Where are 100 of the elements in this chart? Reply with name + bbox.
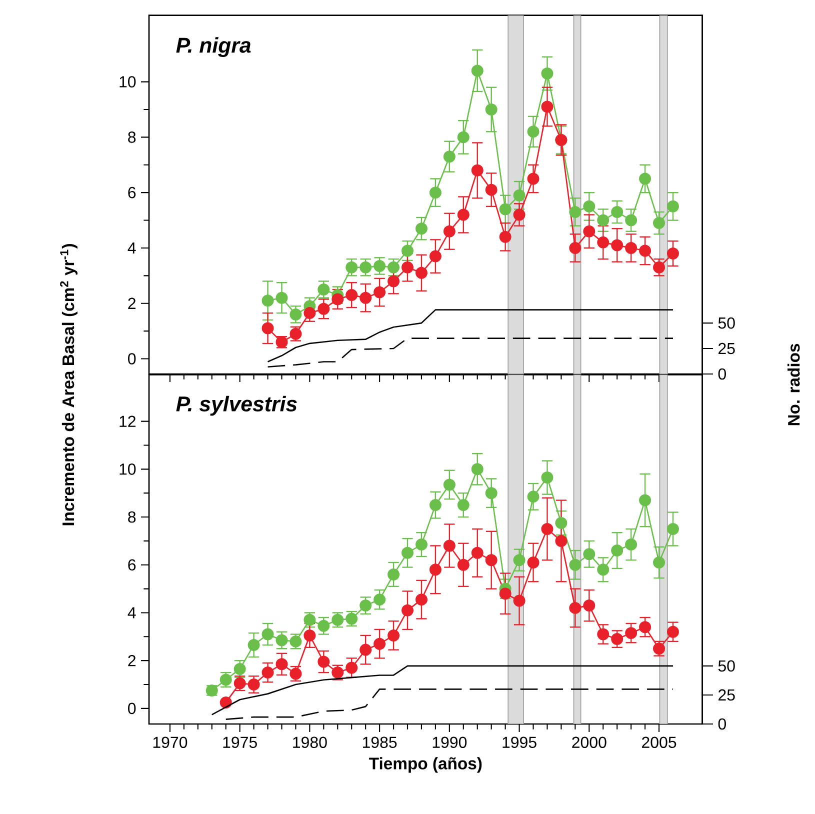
point — [639, 244, 652, 257]
point — [541, 67, 554, 80]
y-tick-label: 0 — [128, 353, 136, 364]
y-tick-label: 10 — [120, 76, 136, 88]
point — [276, 292, 288, 304]
point — [374, 260, 386, 272]
point — [583, 225, 596, 238]
y-tick-label: 10 — [120, 464, 136, 475]
point — [360, 644, 372, 656]
point — [374, 638, 386, 650]
point — [639, 172, 652, 185]
point — [304, 307, 316, 320]
point — [597, 564, 610, 576]
y2-tick-label: 50 — [718, 317, 735, 329]
point — [597, 628, 610, 640]
point — [276, 634, 288, 646]
point — [583, 600, 596, 612]
x-tick-label: 1970 — [153, 736, 188, 748]
point — [401, 604, 414, 616]
point — [262, 322, 274, 334]
point — [429, 250, 442, 262]
point — [248, 678, 260, 691]
point — [653, 261, 666, 274]
point — [276, 658, 288, 670]
text: P. sylvestris — [176, 396, 297, 416]
y2-tick-label: 0 — [718, 718, 726, 730]
x-tick-label: 2000 — [572, 736, 606, 748]
point — [541, 522, 554, 535]
x-tick-label: 1980 — [293, 736, 327, 748]
y-tick-label: 12 — [120, 416, 136, 427]
point — [666, 522, 679, 535]
point — [304, 629, 316, 642]
point — [220, 696, 232, 708]
point — [388, 261, 400, 274]
point — [388, 629, 400, 642]
point — [360, 261, 372, 274]
point — [583, 200, 596, 212]
point — [513, 554, 526, 566]
point — [597, 214, 610, 226]
x-tick-label: 1995 — [502, 736, 536, 748]
point — [318, 284, 330, 296]
point — [513, 189, 526, 202]
point — [429, 564, 442, 576]
point — [611, 206, 624, 218]
y2-axis-title: No. radios — [787, 344, 800, 426]
point — [374, 594, 386, 606]
point — [625, 538, 638, 551]
point — [401, 261, 414, 274]
text: P. nigra — [176, 37, 251, 58]
point — [443, 540, 456, 552]
point — [541, 100, 554, 113]
point — [457, 131, 470, 144]
y-tick-label: 6 — [128, 559, 136, 571]
point — [611, 633, 624, 646]
point — [290, 308, 302, 320]
point — [401, 546, 414, 559]
point — [597, 236, 610, 248]
point — [625, 242, 638, 254]
point — [346, 289, 358, 302]
point — [499, 230, 512, 243]
point — [471, 164, 484, 176]
y2-tick-label: 25 — [718, 689, 735, 701]
point — [485, 184, 498, 196]
point — [666, 248, 679, 260]
point — [415, 266, 428, 279]
point — [555, 517, 568, 530]
point — [346, 261, 358, 274]
point — [625, 214, 638, 226]
point — [318, 656, 330, 668]
point — [388, 568, 400, 580]
point — [541, 472, 554, 484]
point — [415, 594, 428, 606]
x-tick-label: 1990 — [432, 736, 467, 748]
point — [346, 662, 358, 674]
point — [443, 478, 456, 491]
point — [653, 217, 666, 230]
point — [499, 203, 512, 216]
y-tick-label: 4 — [128, 242, 136, 254]
point — [374, 286, 386, 298]
point — [639, 494, 652, 506]
point — [388, 275, 400, 288]
point — [527, 126, 540, 138]
point — [471, 64, 484, 77]
point — [653, 556, 666, 568]
x-tick-label: 1985 — [362, 736, 397, 748]
point — [485, 103, 498, 116]
point — [583, 548, 596, 560]
point — [499, 588, 512, 600]
point — [569, 602, 582, 614]
point — [262, 666, 274, 679]
y-tick-label: 0 — [128, 702, 136, 714]
x-axis-title: Tiempo (años) — [369, 757, 482, 773]
point — [513, 594, 526, 607]
point — [625, 627, 638, 640]
point — [569, 206, 582, 218]
point — [457, 499, 470, 512]
y2-tick-label: 0 — [718, 368, 726, 380]
point — [666, 626, 679, 638]
point — [262, 628, 274, 640]
point — [318, 302, 330, 315]
